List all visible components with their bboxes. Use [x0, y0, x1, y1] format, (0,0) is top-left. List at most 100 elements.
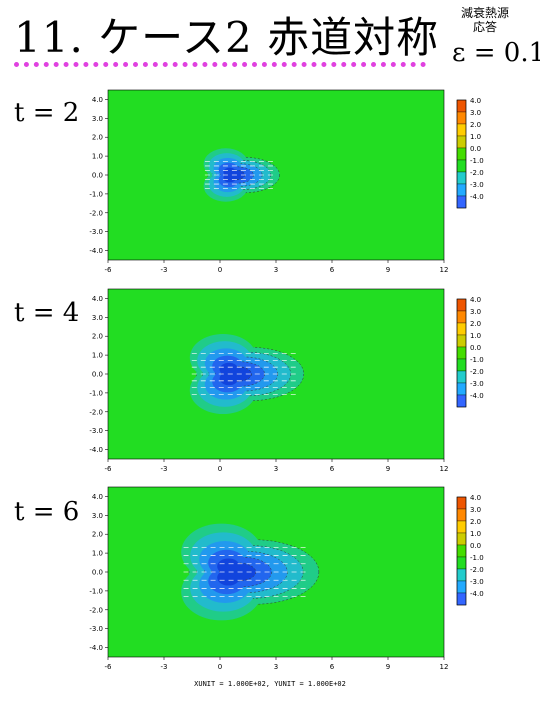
- x-tick-label: 3: [274, 266, 278, 274]
- colorbar-swatch: [456, 592, 467, 606]
- x-tick-label: 0: [218, 663, 222, 671]
- colorbar-label: 4.0: [470, 494, 481, 502]
- colorbar-label: 3.0: [470, 506, 481, 514]
- y-tick-label: -1.0: [89, 190, 103, 198]
- colorbar-swatch: [456, 496, 467, 510]
- colorbar-label: -4.0: [470, 193, 484, 201]
- time-label-3: t = 6: [14, 497, 80, 527]
- side-note: 減衰熱源 応答: [445, 6, 525, 34]
- title-underline: [14, 62, 426, 67]
- colorbar-label: -2.0: [470, 566, 484, 574]
- x-tick-label: -6: [105, 266, 113, 274]
- plot-t6: -6 -3 0 3 6 9 12 4.0 3.0 2.0 1.0 0.0 -1.0 -2.0 -3.0 -4.…: [68, 481, 538, 671]
- colorbar-swatch: [456, 171, 467, 185]
- colorbar-label: 1.0: [470, 133, 481, 141]
- colorbar-swatch: [456, 394, 467, 408]
- colorbar-label: 1.0: [470, 530, 481, 538]
- x-tick-label: 12: [440, 663, 449, 671]
- x-tick-label: 12: [440, 266, 449, 274]
- colorbar-label: 2.0: [470, 320, 481, 328]
- colorbar-label: -3.0: [470, 578, 484, 586]
- plot-t2: -6 -3 0 3 6 9 12 4.0 3.0 2.0 1.0 0.0 -1.0 -2.0 -3.0 -4.…: [68, 84, 538, 274]
- x-tick-label: -6: [105, 663, 113, 671]
- colorbar-label: 3.0: [470, 308, 481, 316]
- colorbar-label: 1.0: [470, 332, 481, 340]
- y-tick-label: 0.0: [92, 569, 103, 577]
- y-tick-label: 2.0: [92, 333, 103, 341]
- epsilon-label: ε = 0.1: [452, 38, 540, 68]
- colorbar-label: -3.0: [470, 380, 484, 388]
- colorbar-swatch: [456, 310, 467, 324]
- time-label-1: t = 2: [14, 98, 80, 128]
- colorbar-swatch: [456, 334, 467, 348]
- colorbar-swatch: [456, 370, 467, 384]
- x-tick-label: 6: [330, 266, 335, 274]
- x-tick-label: 3: [274, 663, 278, 671]
- x-tick-label: -6: [105, 465, 113, 473]
- x-tick-label: 6: [330, 465, 335, 473]
- colorbar-frame: [456, 298, 467, 408]
- y-tick-label: 2.0: [92, 531, 103, 539]
- x-tick-label: 9: [386, 465, 390, 473]
- plot-svg: -6 -3 0 3 6 9 12 4.0 3.0 2.0 1.0 0.0 -1.0 -2.0 -3.0 -4.…: [89, 486, 484, 671]
- x-tick-label: 12: [440, 465, 449, 473]
- colorbar-label: 0.0: [470, 145, 481, 153]
- contour-lobe-north: [223, 167, 236, 177]
- y-tick-label: 3.0: [92, 115, 103, 123]
- y-tick-label: 3.0: [92, 512, 103, 520]
- y-tick-label: -3.0: [89, 625, 103, 633]
- colorbar-swatch: [456, 322, 467, 336]
- page-title: 11. ケース2 赤道対称: [14, 13, 440, 62]
- plot-t4: -6 -3 0 3 6 9 12 4.0 3.0 2.0 1.0 0.0 -1.0 -2.0 -3.0 -4.…: [68, 283, 538, 473]
- time-label-2: t = 4: [14, 298, 80, 328]
- y-tick-label: 1.0: [92, 352, 103, 360]
- y-tick-label: -1.0: [89, 587, 103, 595]
- colorbar-swatch: [456, 135, 467, 149]
- y-tick-label: -3.0: [89, 427, 103, 435]
- colorbar-swatch: [456, 556, 467, 570]
- y-tick-label: -4.0: [89, 247, 103, 255]
- x-tick-label: 0: [218, 266, 222, 274]
- contour-lobe-south: [217, 569, 240, 586]
- colorbar-label: 2.0: [470, 121, 481, 129]
- colorbar-label: -2.0: [470, 169, 484, 177]
- colorbar-swatch: [456, 298, 467, 312]
- colorbar-label: 3.0: [470, 109, 481, 117]
- y-tick-label: 1.0: [92, 153, 103, 161]
- colorbar-label: -1.0: [470, 554, 484, 562]
- contour-lobe-south: [223, 173, 236, 183]
- colorbar-label: -4.0: [470, 590, 484, 598]
- side-note-line1: 減衰熱源: [460, 6, 509, 20]
- contour-lobe-south: [219, 371, 239, 386]
- y-tick-label: -4.0: [89, 644, 103, 652]
- colorbar-label: -3.0: [470, 181, 484, 189]
- colorbar-label: 0.0: [470, 344, 481, 352]
- y-tick-label: 0.0: [92, 371, 103, 379]
- colorbar-label: 4.0: [470, 97, 481, 105]
- footer-units: XUNIT = 1.000E+02, YUNIT = 1.000E+02: [194, 680, 346, 688]
- colorbar-swatch: [456, 532, 467, 546]
- x-tick-label: 0: [218, 465, 222, 473]
- y-tick-label: -2.0: [89, 408, 103, 416]
- colorbar-label: 2.0: [470, 518, 481, 526]
- colorbar-label: -1.0: [470, 157, 484, 165]
- x-tick-label: -3: [161, 465, 168, 473]
- x-tick-label: 6: [330, 663, 335, 671]
- colorbar-swatch: [456, 183, 467, 197]
- colorbar-label: -1.0: [470, 356, 484, 364]
- colorbar-swatch: [456, 111, 467, 125]
- colorbar-frame: [456, 99, 467, 209]
- contour-lobe-north: [217, 558, 240, 575]
- colorbar-swatch: [456, 159, 467, 173]
- colorbar-swatch: [456, 382, 467, 396]
- y-tick-label: -1.0: [89, 389, 103, 397]
- colorbar-swatch: [456, 123, 467, 137]
- colorbar-label: -2.0: [470, 368, 484, 376]
- x-tick-label: -3: [161, 663, 168, 671]
- colorbar-frame: [456, 496, 467, 606]
- plot-svg: -6 -3 0 3 6 9 12 4.0 3.0 2.0 1.0 0.0 -1.0 -2.0 -3.0 -4.…: [89, 288, 484, 473]
- x-tick-label: 9: [386, 266, 390, 274]
- side-note-line2: 応答: [472, 20, 497, 34]
- colorbar-swatch: [456, 147, 467, 161]
- y-tick-label: -3.0: [89, 228, 103, 236]
